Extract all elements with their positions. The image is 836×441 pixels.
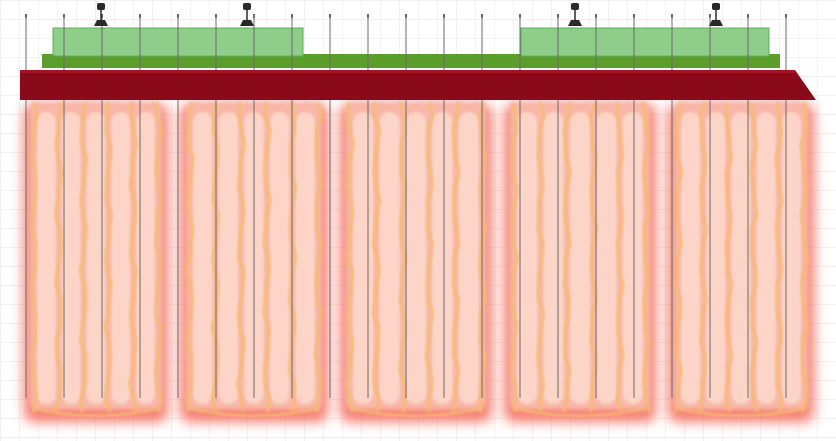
pile-cap [367,14,369,18]
soil-seam [128,101,139,413]
soil-core [731,112,751,404]
soil-seam [313,101,324,413]
soil-core [569,112,591,404]
track-slab-highlight [20,70,795,73]
soil-seam [345,101,356,413]
pile-cap [519,14,521,18]
soil-seam [371,101,382,413]
soil-seam [673,101,684,413]
legend-marker [240,3,254,26]
pile-cap [633,14,635,18]
soil-core [458,112,479,404]
soil-base-seam [513,406,647,418]
soil-seam [724,101,734,413]
soil-seam [774,101,784,413]
soil-core [681,112,701,404]
soil-core [379,112,400,404]
legend-marker [709,3,723,26]
soil-core [193,112,213,404]
soil-seam [615,101,625,413]
pile-cap [329,14,331,18]
pile-cap [785,14,787,18]
soil-seam [509,101,520,413]
soil-seam [184,101,195,413]
pile-icon [568,3,582,26]
soil-seam [262,101,272,413]
soil-seam [78,101,89,413]
pile-cap [557,14,559,18]
legend-marker [94,3,108,26]
pile-cap [481,14,483,18]
soil-core [136,112,155,404]
pile-cap [709,14,711,18]
soil-seam [641,101,652,413]
pile-cap [215,14,217,18]
soil-base-seam [33,406,159,418]
soil-core [295,112,315,404]
soil-core [706,112,726,404]
pile-cap [177,14,179,18]
soil-seam [451,101,461,413]
soil-core [432,112,453,404]
pile-cap [101,14,103,18]
pile-icon [709,3,723,26]
soil-seam [153,101,164,413]
soil-seam [589,101,599,413]
pile-cap [63,14,65,18]
soil-seam [799,101,810,413]
soil-seam [210,101,221,413]
soil-seam [536,101,546,413]
soil-core [218,112,239,404]
pile-cap [253,14,255,18]
soil-seam [562,101,573,413]
soil-seam [53,101,64,413]
pile-lines [25,100,787,398]
platform-right [520,27,770,57]
pile-cap [747,14,749,18]
soil-seam [236,101,247,413]
soil-seam [699,101,709,413]
pile-cap [139,14,141,18]
soil-base-seam [677,406,805,418]
legend-marker [568,3,582,26]
top-pile-lines [25,14,787,70]
soil-seam [748,101,759,413]
pile-cap [291,14,293,18]
soil-core [61,112,81,404]
soil-core [543,112,564,404]
pile-icon [240,3,254,26]
pile-cap [25,14,27,18]
legend-markers [94,3,723,26]
soil-core [405,112,427,404]
pile-cap [671,14,673,18]
soil-seam [477,101,488,412]
soil-seam [424,101,435,413]
soil-base-seam [189,406,319,418]
soil-core [596,112,617,404]
soil-seam [103,101,114,413]
track-slab [20,70,816,100]
soil-core [86,112,106,404]
soil-base-seam [349,406,483,418]
soil-stress-field [24,101,814,422]
soil-seam [287,101,298,413]
pile-cap [443,14,445,18]
soil-core [756,112,776,404]
pile-cap [405,14,407,18]
soil-core [37,112,56,404]
pile-icon [94,3,108,26]
pile-cap [595,14,597,18]
soil-core [622,112,643,404]
soil-core [111,112,131,404]
soil-core [353,112,374,404]
soil-core [517,112,538,404]
soil-core [781,112,801,404]
soil-core [269,112,290,404]
soil-seam [28,101,39,413]
